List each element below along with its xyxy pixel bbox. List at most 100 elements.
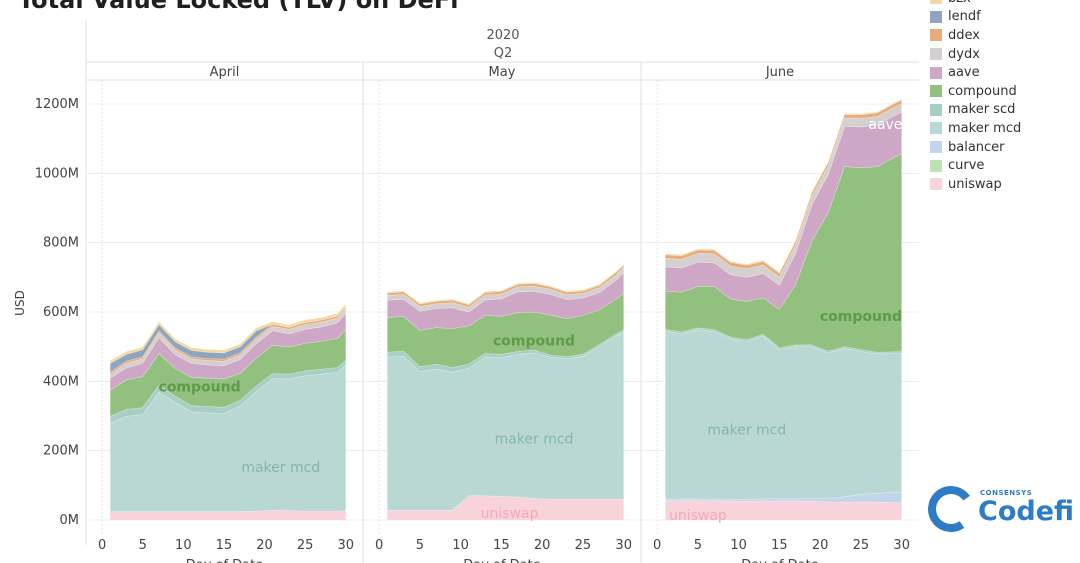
area-label-compound: compound	[820, 309, 902, 325]
area-label-compound: compound	[493, 333, 575, 349]
y-tick-label: 1200M	[35, 97, 79, 112]
codefi-logo: CONSENSYS Codefi	[924, 482, 1078, 536]
x-tick-label: 30	[615, 538, 632, 553]
legend-label: aave	[948, 65, 980, 81]
legend-item-curve[interactable]: curve	[930, 156, 1021, 175]
x-tick-label: 5	[694, 538, 702, 553]
legend-item-uniswap[interactable]: uniswap	[930, 175, 1021, 194]
legend-swatch	[930, 10, 942, 23]
panel-header-lines	[85, 20, 919, 563]
legend-item-bzx[interactable]: bzx	[930, 0, 1021, 8]
area-label-maker-mcd: maker mcd	[241, 460, 320, 476]
header-year: 2020	[486, 28, 519, 43]
area-may-bzx	[387, 263, 624, 306]
legend-swatch	[930, 103, 942, 116]
y-tick-label: 800M	[43, 236, 79, 251]
x-tick-label: 25	[297, 538, 314, 553]
y-axis-label: USD	[13, 290, 27, 316]
area-june-compound	[665, 153, 902, 353]
legend-item-balancer[interactable]: balancer	[930, 138, 1021, 157]
legend-label: lendf	[948, 9, 981, 25]
area-label-maker-mcd: maker mcd	[707, 423, 786, 439]
area-label-aave: aave	[868, 117, 902, 133]
x-tick-label: 25	[853, 538, 870, 553]
area-april-aave	[109, 312, 347, 391]
y-tick-label: 200M	[43, 444, 79, 459]
legend-item-maker-scd[interactable]: maker scd	[930, 101, 1021, 120]
legend-item-maker-mcd[interactable]: maker mcd	[930, 119, 1021, 138]
area-april-bzx	[109, 303, 347, 364]
y-tick-label: 600M	[43, 305, 79, 320]
x-axis-label: Day of Date	[741, 558, 819, 563]
legend-label: bzx	[948, 0, 971, 6]
legend-item-compound[interactable]: compound	[930, 82, 1021, 101]
legend-label: compound	[948, 83, 1017, 99]
x-tick-label: 10	[730, 538, 747, 553]
area-april-maker-mcd	[109, 364, 347, 512]
legend-label: uniswap	[948, 176, 1002, 192]
legend-label: ddex	[948, 27, 980, 43]
legend-label: curve	[948, 158, 985, 174]
panel-title-april: April	[210, 65, 240, 80]
x-tick-label: 30	[337, 538, 354, 553]
panel-titles: April May June	[210, 65, 795, 80]
legend-swatch	[930, 48, 942, 61]
x-tick-label: 25	[575, 538, 592, 553]
x-tick-label: 30	[893, 538, 910, 553]
x-tick-label: 15	[771, 538, 788, 553]
legend-item-dydx[interactable]: dydx	[930, 45, 1021, 64]
area-april-dydx	[109, 307, 347, 379]
area-label-maker-mcd: maker mcd	[495, 432, 574, 448]
legend-swatch	[930, 0, 942, 5]
legend-label: maker mcd	[948, 120, 1022, 136]
area-june-maker-mcd	[665, 329, 902, 500]
area-may-aave	[387, 272, 624, 331]
legend-swatch	[930, 122, 942, 135]
area-labels: compound maker mcd compound maker mcd uniswa…	[159, 117, 903, 524]
area-june-bzx	[665, 98, 902, 274]
area-june-aave	[665, 111, 902, 311]
codefi-logo-icon	[924, 482, 978, 536]
x-tick-label: 20	[812, 538, 829, 553]
legend-swatch	[930, 159, 942, 172]
x-tick-label: 5	[139, 538, 147, 553]
y-tick-label: 1000M	[35, 166, 79, 181]
legend: bzx lendf ddex dydx aave compound maker scd mak…	[930, 0, 1021, 194]
x-tick-label: 15	[216, 538, 233, 553]
x-axis-labels: Day of Date Day of Date Day of Date	[186, 558, 819, 563]
area-label-uniswap: uniswap	[669, 508, 727, 524]
header-quarter: Q2	[494, 46, 513, 61]
x-tick-label: 10	[452, 538, 469, 553]
x-tick-label: 10	[175, 538, 192, 553]
legend-label: maker scd	[948, 102, 1016, 118]
legend-swatch	[930, 141, 942, 154]
x-axis-label: Day of Date	[463, 558, 541, 563]
legend-item-aave[interactable]: aave	[930, 63, 1021, 82]
x-axis-label: Day of Date	[186, 558, 264, 563]
chart-title: Total Value Locked (TLV) on DeFi	[18, 0, 459, 14]
x-tick-label: 0	[653, 538, 661, 553]
y-tick-label: 0M	[60, 513, 80, 528]
x-tick-label: 20	[534, 538, 551, 553]
logo-brand-small: CONSENSYS	[980, 489, 1033, 497]
y-tick-label: 400M	[43, 374, 79, 389]
legend-swatch	[930, 85, 942, 98]
area-label-compound: compound	[159, 380, 241, 396]
stacked-areas	[109, 98, 902, 521]
legend-item-lendf[interactable]: lendf	[930, 8, 1021, 27]
area-label-uniswap: uniswap	[481, 506, 539, 522]
legend-label: dydx	[948, 46, 980, 62]
x-tick-label: 5	[416, 538, 424, 553]
legend-item-ddex[interactable]: ddex	[930, 26, 1021, 45]
x-tick-label: 0	[375, 538, 383, 553]
panel-title-june: June	[765, 65, 794, 80]
x-tick-label: 0	[98, 538, 106, 553]
x-axis-ticks: 0 5 10 15 20 25 30 0 5 10 15 20 25 30 0 5 10 15 20 25 30	[98, 538, 910, 553]
legend-label: balancer	[948, 139, 1005, 155]
area-june-uniswap	[665, 500, 902, 521]
area-june-balancer	[665, 492, 902, 503]
panel-title-may: May	[489, 65, 516, 80]
legend-swatch	[930, 178, 942, 191]
legend-swatch	[930, 66, 942, 79]
